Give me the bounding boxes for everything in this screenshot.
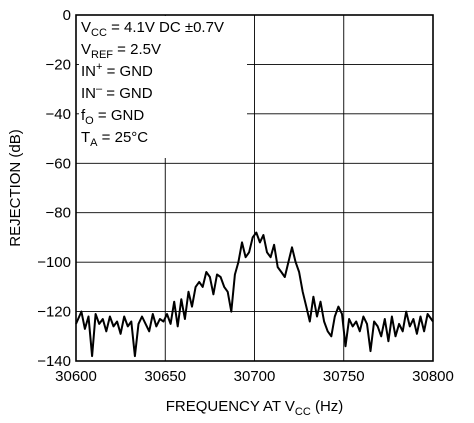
annotation-line: VREF = 2.5V bbox=[81, 41, 161, 61]
y-tick-label: −120 bbox=[37, 304, 71, 321]
x-axis-label-sub: CC bbox=[295, 406, 311, 418]
annotation-background bbox=[79, 16, 247, 158]
y-tick-label: −60 bbox=[46, 155, 71, 172]
annotation-line: fO = GND bbox=[81, 107, 144, 127]
x-tick-label: 30600 bbox=[55, 368, 97, 385]
annotation-line: IN+ = GND bbox=[81, 61, 153, 80]
annotation-line: TA = 25°C bbox=[81, 129, 148, 149]
y-tick-label: −80 bbox=[46, 205, 71, 222]
y-tick-label: −140 bbox=[37, 353, 71, 370]
y-tick-label: −100 bbox=[37, 254, 71, 271]
x-tick-label: 30800 bbox=[412, 368, 454, 385]
x-tick-label: 30750 bbox=[323, 368, 365, 385]
x-tick-label: 30700 bbox=[234, 368, 276, 385]
y-axis-label: REJECTION (dB) bbox=[7, 129, 24, 247]
rejection-series-line bbox=[75, 231, 434, 358]
y-tick-labels: 0 −20 −40 −60 −80 −100 −120 −140 bbox=[37, 7, 71, 370]
x-axis-label-suffix: (Hz) bbox=[311, 398, 344, 415]
annotation-line: IN– = GND bbox=[81, 83, 153, 102]
y-tick-label: −40 bbox=[46, 106, 71, 123]
plot-frame bbox=[75, 14, 434, 362]
x-tick-labels: 30600 30650 30700 30750 30800 bbox=[55, 368, 454, 385]
y-tick-label: 0 bbox=[63, 7, 71, 24]
x-axis-label-main: FREQUENCY AT V bbox=[166, 398, 295, 415]
y-tick-label: −20 bbox=[46, 56, 71, 73]
x-axis-label: FREQUENCY AT VCC (Hz) bbox=[166, 398, 344, 418]
annotation-line: VCC = 4.1V DC ±0.7V bbox=[81, 19, 224, 39]
x-tick-label: 30650 bbox=[144, 368, 186, 385]
